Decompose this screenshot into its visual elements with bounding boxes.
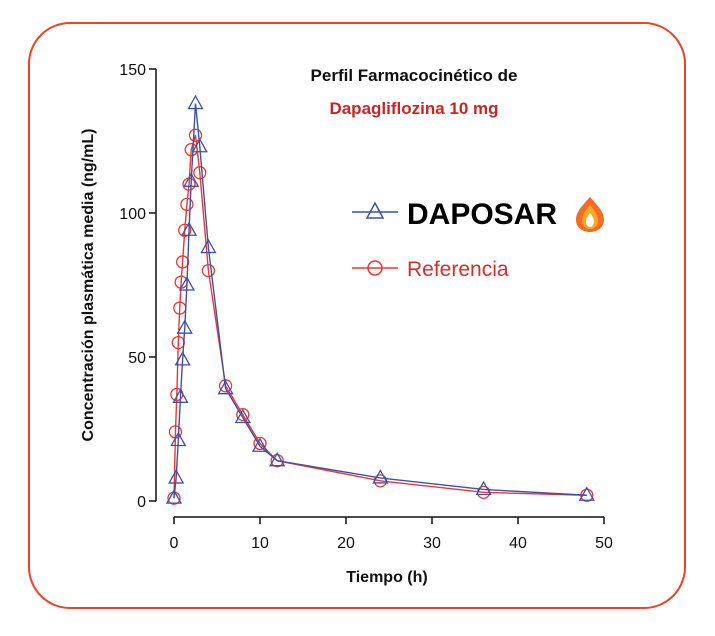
data-point-triangle [174, 351, 191, 366]
series-line-referencia [173, 135, 587, 499]
x-tick-label: 0 [170, 535, 179, 552]
data-point-triangle [170, 431, 187, 447]
data-point-triangle [578, 486, 595, 501]
data-point-triangle [178, 276, 196, 291]
y-tick-label: 150 [119, 62, 146, 79]
data-point-triangle [475, 480, 492, 496]
data-point-triangle [180, 221, 198, 236]
data-point-triangle [200, 238, 217, 254]
data-point-triangle [187, 94, 204, 110]
data-point-triangle [165, 489, 183, 504]
data-point-triangle [217, 379, 234, 395]
data-point-triangle [172, 388, 189, 403]
legend-label-referencia: Referencia [407, 258, 509, 281]
legend-marker-circle [367, 260, 383, 276]
data-point-triangle [168, 469, 185, 484]
data-point-triangle [251, 437, 269, 452]
chart-subtitle: Dapagliflozina 10 mg [329, 99, 498, 118]
data-point-circle [253, 436, 267, 451]
series-referencia [167, 128, 594, 505]
data-point-circle [175, 255, 190, 269]
y-tick-label: 50 [128, 350, 146, 367]
x-axis-title: Tiempo (h) [346, 569, 427, 586]
data-point-circle [184, 142, 198, 157]
series-layer [165, 94, 595, 505]
data-point-triangle [191, 137, 208, 153]
data-point-triangle [234, 408, 251, 424]
series-line-daposar [173, 103, 587, 499]
y-axis-title: Concentración plasmática media (ng/mL) [80, 129, 97, 442]
data-point-triangle [176, 319, 193, 334]
data-point-circle [270, 454, 284, 468]
chart-frame [28, 22, 686, 609]
x-tick-label: 30 [423, 535, 441, 552]
y-tick-label: 0 [137, 494, 146, 511]
chart-title: Perfil Farmacocinético de [311, 66, 518, 85]
data-point-triangle [372, 469, 389, 484]
x-tick-label: 40 [509, 535, 527, 552]
data-point-circle [180, 197, 194, 212]
flame-logo-icon [576, 197, 604, 232]
axes [155, 69, 604, 518]
x-tick-label: 50 [595, 535, 613, 552]
legend-label-daposar: DAPOSAR [407, 198, 557, 231]
x-tick-label: 20 [337, 535, 355, 552]
data-point-circle [178, 223, 192, 237]
data-point-circle [201, 263, 216, 278]
ticks: 0 10 20 30 40 50 0 50 100 150 [119, 62, 613, 552]
legend: DAPOSAR Referencia [352, 197, 604, 281]
data-point-circle [218, 379, 233, 393]
data-point-triangle [183, 172, 200, 187]
x-tick-label: 10 [251, 535, 269, 552]
data-point-circle [236, 407, 250, 422]
series-daposar [165, 94, 595, 504]
data-point-circle [193, 166, 207, 180]
data-point-circle [188, 128, 203, 142]
legend-marker-triangle [365, 201, 385, 219]
y-tick-label: 100 [119, 206, 146, 223]
legend-entry-daposar: DAPOSAR [352, 197, 604, 232]
legend-entry-referencia: Referencia [352, 258, 509, 281]
data-point-triangle [269, 451, 286, 467]
